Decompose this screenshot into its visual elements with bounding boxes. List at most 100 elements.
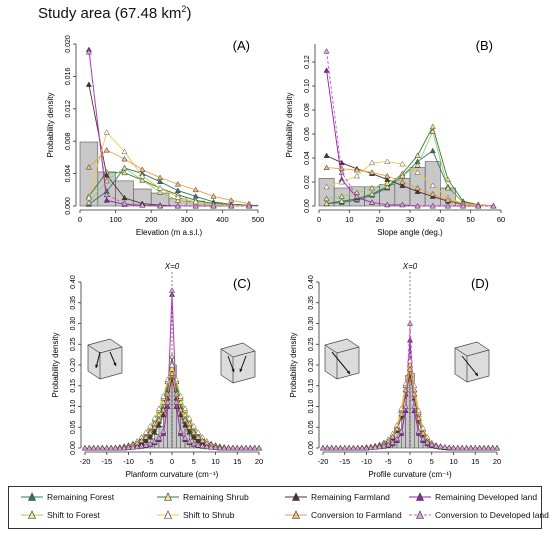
x-tick-label: -5 (385, 457, 392, 466)
legend-swatch (157, 492, 179, 501)
data-point (177, 393, 184, 399)
data-point (155, 405, 162, 411)
data-point (420, 435, 427, 442)
y-tick-label: 0.06 (304, 127, 311, 141)
legend-item: Shift to Shrub (157, 510, 235, 520)
arrowhead (113, 362, 117, 366)
data-point (429, 147, 436, 154)
data-point (420, 429, 427, 436)
data-point (251, 444, 258, 451)
data-point (210, 193, 217, 199)
title-superscript: 2 (181, 4, 187, 14)
data-point (147, 429, 154, 435)
arrowhead (474, 372, 478, 376)
data-point (367, 444, 374, 450)
data-point (428, 441, 435, 448)
landform-shape (454, 341, 490, 383)
data-point (139, 202, 146, 208)
convergent-slope-illustration (220, 342, 256, 384)
data-point (393, 435, 400, 442)
data-point (411, 403, 418, 409)
data-point (182, 416, 189, 423)
legend-label: Remaining Shrub (183, 492, 249, 502)
landform-shape (87, 338, 123, 380)
data-point (476, 444, 483, 451)
data-point (142, 441, 149, 448)
y-tick-label: 0.08 (304, 103, 311, 117)
data-point (99, 444, 106, 451)
y-tick-label: 0.15 (308, 379, 315, 393)
x-tick-label: 0 (317, 215, 321, 224)
data-point (168, 353, 176, 360)
data-point (116, 444, 123, 451)
legend-item: Remaining Developed land (409, 492, 537, 502)
data-point (323, 48, 330, 54)
legend-swatch (157, 510, 179, 519)
arrowhead (239, 368, 243, 372)
x-tick-label: 60 (497, 215, 505, 224)
x-tick-label: -20 (80, 457, 91, 466)
data-point (81, 444, 89, 451)
data-point (151, 415, 158, 421)
y-tick-label: 0.10 (304, 79, 311, 93)
data-point (103, 172, 110, 178)
data-point (177, 428, 184, 434)
convex-profile-illustration (324, 338, 360, 380)
data-point (121, 148, 128, 155)
legend-item: Conversion to Farmland (285, 510, 402, 520)
data-point (433, 442, 440, 449)
data-point (406, 357, 414, 364)
x-tick-label: -10 (361, 457, 372, 466)
data-point (155, 422, 162, 428)
y-tick-label: 0.12 (304, 55, 311, 69)
data-point (121, 200, 128, 206)
data-point (353, 166, 360, 173)
data-point (186, 415, 193, 421)
data-point (393, 425, 400, 432)
data-point (441, 444, 448, 450)
data-point (142, 434, 149, 440)
y-tick-label: 0.008 (65, 132, 72, 150)
x-tick-label: 300 (181, 215, 194, 224)
arrowhead (231, 368, 235, 372)
data-point (380, 442, 387, 449)
data-point (399, 182, 406, 188)
data-point (190, 422, 197, 429)
y-tick-label: 0.15 (70, 379, 77, 393)
data-point (414, 184, 421, 191)
data-point (323, 67, 330, 73)
legend-item: Conversion to Developed land (409, 510, 549, 520)
series-conversion-to-developed-land (323, 48, 497, 209)
data-point (376, 443, 383, 450)
data-point (157, 202, 164, 209)
data-point (399, 160, 406, 167)
x-tick-label: 10 (449, 457, 457, 466)
series-line (88, 131, 250, 207)
data-point (199, 437, 206, 443)
data-point (139, 176, 146, 183)
data-point (160, 406, 167, 413)
data-point (384, 180, 391, 186)
data-point (186, 429, 193, 435)
data-point (415, 415, 422, 421)
x-axis-label: Elevation (m a.s.l.) (136, 228, 203, 237)
y-tick-label: 0.30 (70, 317, 77, 331)
y-axis-label: Probability density (51, 333, 60, 398)
data-point (195, 441, 202, 448)
y-tick-label: 0.00 (308, 441, 315, 455)
y-tick-label: 0.25 (70, 337, 77, 351)
data-point (138, 442, 145, 449)
data-point (103, 129, 110, 135)
data-point (406, 336, 414, 343)
y-axis-label: Probability density (285, 93, 294, 158)
data-point (134, 443, 141, 450)
y-tick-label: 0.00 (70, 441, 77, 455)
data-point (446, 444, 453, 450)
data-point (369, 199, 376, 205)
data-point (216, 444, 223, 451)
series-line (326, 167, 494, 207)
data-point (147, 434, 154, 440)
y-tick-label: 0.20 (70, 358, 77, 372)
data-point (359, 444, 366, 451)
legend-label: Shift to Forest (47, 510, 100, 520)
